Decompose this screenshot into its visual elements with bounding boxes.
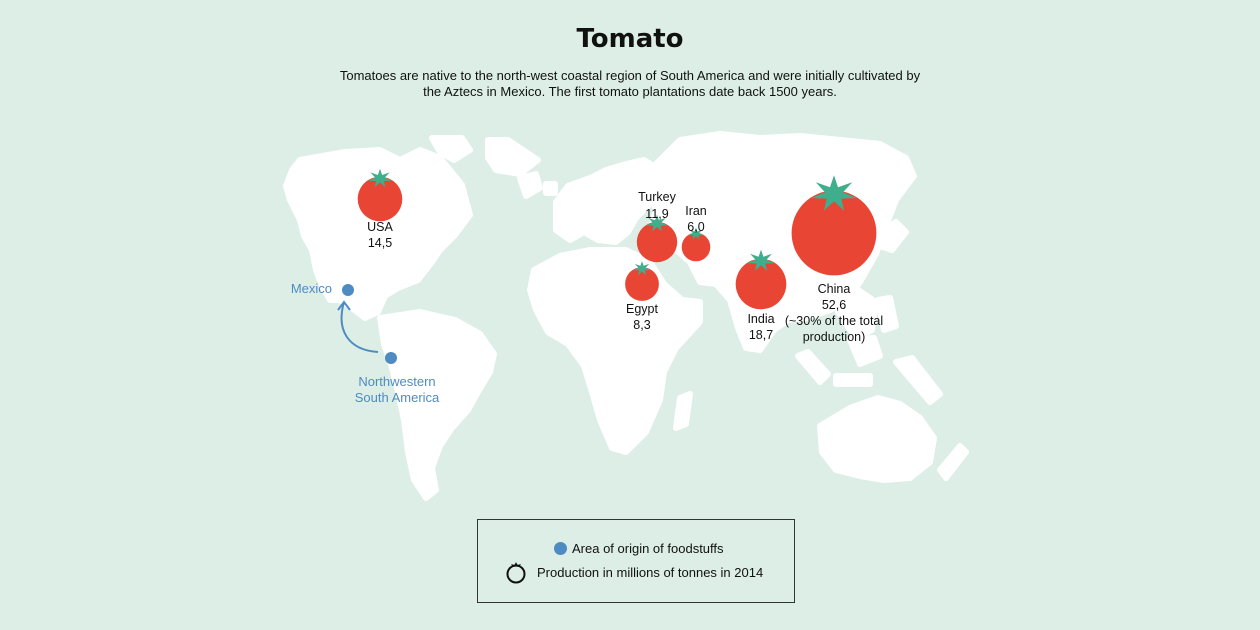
land-south-america <box>377 309 497 501</box>
production-tomatoes <box>357 168 877 310</box>
land-indochina <box>831 287 879 341</box>
tomato-leaf-icon <box>633 261 651 276</box>
label-iran-country: Iran <box>685 204 707 218</box>
origin-dot-south-america <box>385 352 397 364</box>
land-arctic-island <box>485 137 541 177</box>
blue-dot-icon <box>554 542 567 555</box>
label-china-note-2: production) <box>803 330 866 344</box>
land-iceland <box>543 181 558 196</box>
tomato-body <box>636 221 678 263</box>
tomato-egypt <box>625 261 659 301</box>
land-masses <box>283 131 969 501</box>
origin-arrow-curve <box>340 301 379 353</box>
tomato-body <box>625 267 659 301</box>
label-china-note-1: (~30% of the total <box>785 314 883 328</box>
tomato-body <box>681 232 711 262</box>
tomato-leaf-icon <box>688 227 704 240</box>
label-egypt-value: 8,3 <box>633 318 650 332</box>
page-title: Tomato <box>576 24 684 54</box>
tomato-india <box>735 249 787 310</box>
origin-dot-mexico <box>342 284 354 296</box>
label-turkey-value: 11,9 <box>645 207 668 221</box>
land-europe <box>553 157 667 245</box>
tomato-leaf-icon <box>646 214 668 232</box>
tomato-turkey <box>636 214 678 263</box>
legend-row-origin: Area of origin of foodstuffs <box>554 541 724 556</box>
land-africa <box>527 247 703 455</box>
label-china-value: 52,6 <box>822 298 846 312</box>
page-subtitle: Tomatoes are native to the north-west co… <box>339 68 921 99</box>
origin-arrow-head <box>337 300 351 311</box>
label-usa-country: USA <box>367 220 393 234</box>
land-madagascar <box>673 391 693 431</box>
legend-origin-label: Area of origin of foodstuffs <box>572 541 724 556</box>
tomato-body <box>791 190 877 276</box>
label-egypt-country: Egypt <box>626 302 658 316</box>
tomato-leaf-icon <box>747 249 775 271</box>
land-japan <box>877 219 909 253</box>
land-north-america <box>283 147 473 321</box>
land-new-guinea <box>893 355 943 405</box>
label-turkey-country: Turkey <box>638 190 676 204</box>
origin-label-mexico: Mexico <box>291 281 332 296</box>
legend-production-label: Production in millions of tonnes in 2014 <box>537 564 764 580</box>
land-new-zealand <box>937 443 969 481</box>
origin-route: Mexico Northwestern South America <box>291 281 440 405</box>
country-labels: USA 14,5 Turkey 11,9 Iran 6,0 Egypt 8,3 … <box>367 190 883 344</box>
label-iran-value: 6,0 <box>687 220 704 234</box>
legend: Area of origin of foodstuffs Production … <box>477 519 795 603</box>
tomato-body <box>357 176 403 222</box>
origin-label-south-america-1: Northwestern <box>358 374 435 389</box>
tomato-iran <box>681 227 711 262</box>
label-china-country: China <box>818 282 851 296</box>
label-india-value: 18,7 <box>749 328 773 342</box>
tomato-leaf-icon <box>811 175 857 211</box>
land-british-isles <box>517 171 543 199</box>
land-philippines <box>875 295 899 333</box>
label-india-country: India <box>747 312 774 326</box>
tomato-outline-icon <box>506 562 526 584</box>
land-australia <box>817 395 937 483</box>
tomato-leaf-icon <box>368 168 392 188</box>
tomato-body <box>735 258 787 310</box>
label-usa-value: 14,5 <box>368 236 392 250</box>
land-borneo <box>847 335 883 367</box>
land-greenland <box>429 135 473 163</box>
land-sumatra <box>795 349 831 385</box>
tomato-china <box>791 175 877 276</box>
land-java <box>833 373 873 387</box>
origin-label-south-america-2: South America <box>355 390 440 405</box>
tomato-usa <box>357 168 403 222</box>
legend-row-production: Production in millions of tonnes in 2014 <box>504 560 763 584</box>
